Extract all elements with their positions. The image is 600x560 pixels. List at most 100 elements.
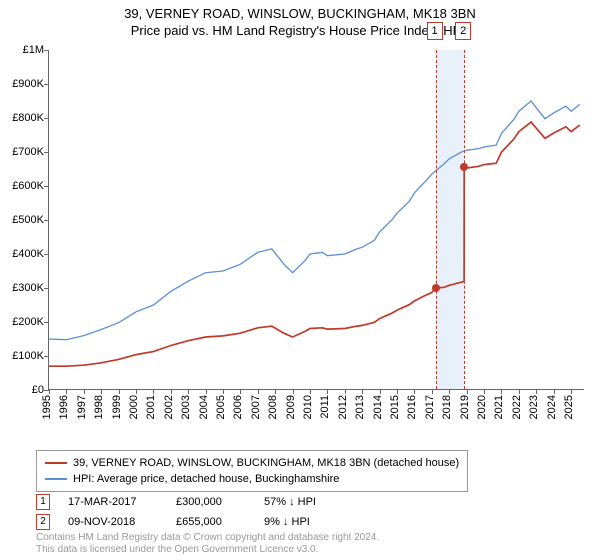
x-tick-label: 1999 [111, 395, 123, 419]
event-dashed-line [436, 50, 437, 389]
legend: 39, VERNEY ROAD, WINSLOW, BUCKINGHAM, MK… [36, 450, 468, 492]
event-price: £655,000 [176, 516, 246, 528]
x-tick-mark [467, 389, 468, 394]
x-tick-label: 1998 [93, 395, 105, 419]
y-tick-label: £600K [12, 180, 44, 192]
x-tick-label: 2016 [406, 395, 418, 419]
y-tick-label: £1M [23, 44, 44, 56]
x-tick-mark [414, 389, 415, 394]
x-tick-mark [327, 389, 328, 394]
plot-area: £0£100K£200K£300K£400K£500K£600K£700K£80… [48, 50, 584, 390]
legend-label: 39, VERNEY ROAD, WINSLOW, BUCKINGHAM, MK… [73, 455, 459, 471]
y-tick-label: £200K [12, 316, 44, 328]
line-series [49, 50, 585, 390]
event-date: 09-NOV-2018 [68, 516, 158, 528]
event-index-box: 2 [36, 514, 50, 530]
y-tick-mark [44, 186, 49, 187]
legend-label: HPI: Average price, detached house, Buck… [73, 471, 339, 487]
x-tick-label: 2003 [180, 395, 192, 419]
event-table: 117-MAR-2017£300,00057% ↓ HPI209-NOV-201… [36, 492, 316, 532]
event-date: 17-MAR-2017 [68, 496, 158, 508]
y-tick-label: £700K [12, 146, 44, 158]
x-tick-label: 2018 [441, 395, 453, 419]
x-tick-mark [571, 389, 572, 394]
chart-subtitle: Price paid vs. HM Land Registry's House … [0, 21, 600, 38]
x-tick-label: 2022 [511, 395, 523, 419]
x-tick-label: 2013 [354, 395, 366, 419]
event-delta: 57% ↓ HPI [264, 496, 316, 508]
event-row: 117-MAR-2017£300,00057% ↓ HPI [36, 492, 316, 512]
x-tick-mark [501, 389, 502, 394]
x-tick-label: 2015 [389, 395, 401, 419]
x-tick-mark [49, 389, 50, 394]
x-tick-mark [293, 389, 294, 394]
x-tick-label: 1995 [41, 395, 53, 419]
x-tick-label: 2007 [250, 395, 262, 419]
x-tick-mark [136, 389, 137, 394]
x-tick-mark [119, 389, 120, 394]
footer-line-1: Contains HM Land Registry data © Crown c… [36, 532, 379, 544]
y-tick-mark [44, 254, 49, 255]
x-tick-label: 2006 [232, 395, 244, 419]
footer-attribution: Contains HM Land Registry data © Crown c… [36, 532, 379, 556]
chart-area: £0£100K£200K£300K£400K£500K£600K£700K£80… [48, 50, 584, 410]
y-tick-mark [44, 152, 49, 153]
y-tick-mark [44, 118, 49, 119]
x-tick-label: 2005 [215, 395, 227, 419]
footer-line-2: This data is licensed under the Open Gov… [36, 544, 379, 556]
x-tick-label: 1996 [58, 395, 70, 419]
y-tick-mark [44, 50, 49, 51]
event-row: 209-NOV-2018£655,0009% ↓ HPI [36, 512, 316, 532]
x-tick-mark [223, 389, 224, 394]
y-tick-label: £900K [12, 78, 44, 90]
x-tick-label: 2008 [267, 395, 279, 419]
x-tick-mark [380, 389, 381, 394]
y-tick-label: £500K [12, 214, 44, 226]
x-tick-label: 2002 [163, 395, 175, 419]
x-tick-mark [362, 389, 363, 394]
x-tick-mark [153, 389, 154, 394]
y-tick-mark [44, 356, 49, 357]
x-tick-mark [449, 389, 450, 394]
x-tick-mark [84, 389, 85, 394]
x-tick-mark [171, 389, 172, 394]
event-price: £300,000 [176, 496, 246, 508]
x-tick-mark [66, 389, 67, 394]
legend-row: HPI: Average price, detached house, Buck… [45, 471, 459, 487]
x-tick-mark [519, 389, 520, 394]
x-tick-label: 2001 [145, 395, 157, 419]
legend-row: 39, VERNEY ROAD, WINSLOW, BUCKINGHAM, MK… [45, 455, 459, 471]
y-tick-mark [44, 322, 49, 323]
series-property [49, 122, 580, 366]
x-tick-label: 2004 [198, 395, 210, 419]
event-marker-box: 1 [427, 22, 443, 40]
chart-title: 39, VERNEY ROAD, WINSLOW, BUCKINGHAM, MK… [0, 0, 600, 21]
x-tick-mark [206, 389, 207, 394]
x-tick-label: 2017 [424, 395, 436, 419]
x-tick-label: 2019 [459, 395, 471, 419]
x-tick-mark [258, 389, 259, 394]
y-tick-mark [44, 288, 49, 289]
series-hpi [49, 101, 580, 340]
x-tick-label: 2024 [546, 395, 558, 419]
x-tick-label: 2020 [476, 395, 488, 419]
event-dashed-line [464, 50, 465, 389]
x-tick-label: 2023 [528, 395, 540, 419]
x-tick-label: 2009 [285, 395, 297, 419]
x-tick-mark [536, 389, 537, 394]
x-tick-label: 2010 [302, 395, 314, 419]
legend-swatch [45, 462, 67, 464]
x-tick-mark [240, 389, 241, 394]
event-marker-box: 2 [455, 22, 471, 40]
x-tick-label: 1997 [76, 395, 88, 419]
x-tick-mark [275, 389, 276, 394]
x-tick-mark [345, 389, 346, 394]
x-tick-label: 2012 [337, 395, 349, 419]
x-tick-mark [188, 389, 189, 394]
x-tick-mark [554, 389, 555, 394]
legend-swatch [45, 478, 67, 480]
x-tick-label: 2021 [493, 395, 505, 419]
x-tick-mark [397, 389, 398, 394]
x-tick-label: 2014 [372, 395, 384, 419]
x-tick-mark [484, 389, 485, 394]
